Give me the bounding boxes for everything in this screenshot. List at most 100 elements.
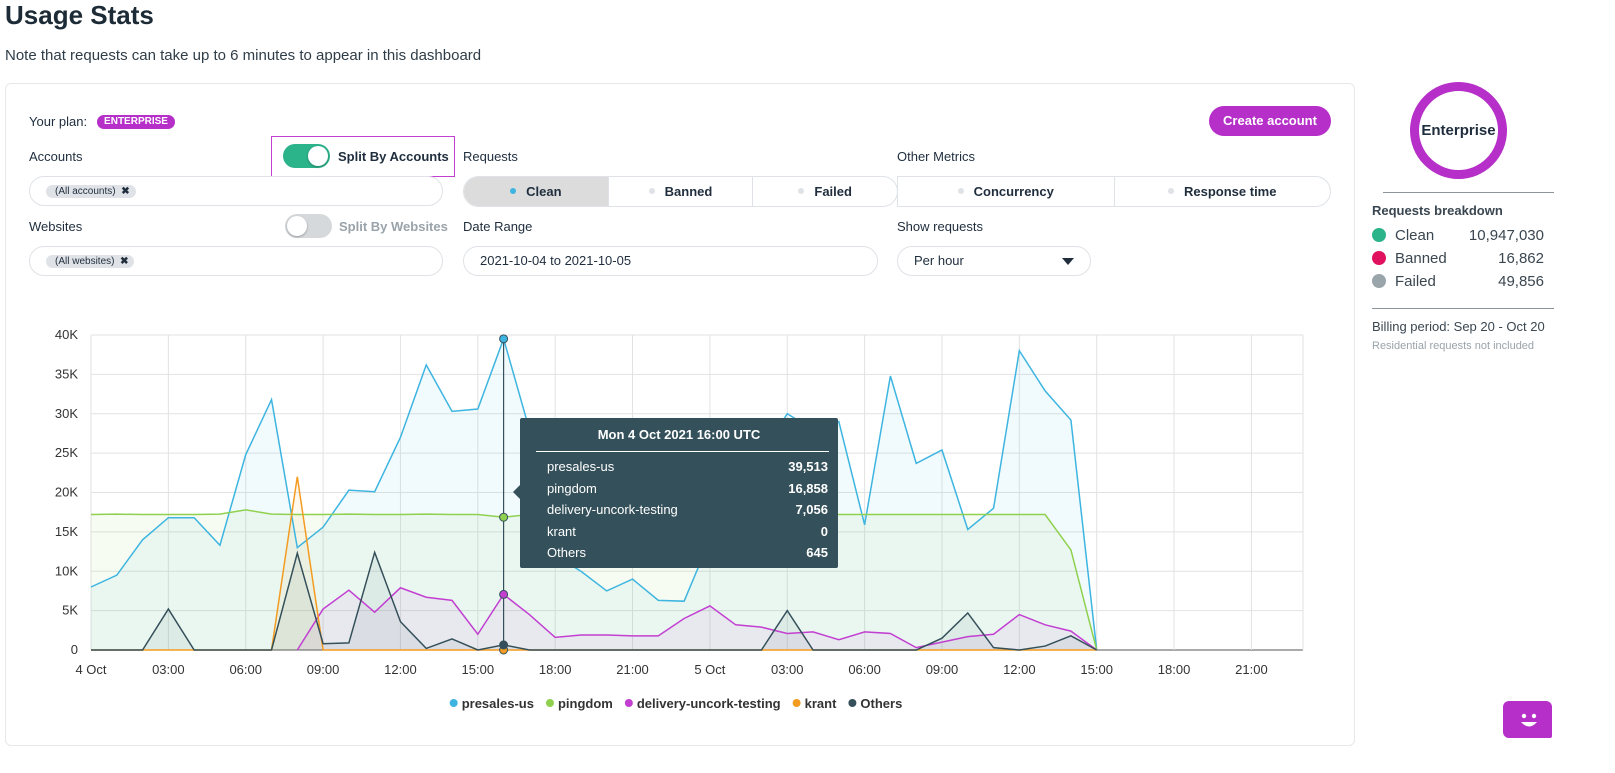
series-area (297, 587, 1097, 650)
tab[interactable]: Clean (464, 177, 608, 206)
accounts-chip[interactable]: (All accounts) ✖ (46, 185, 136, 198)
accounts-input[interactable]: (All accounts) ✖ (29, 176, 443, 206)
x-tick-label: 15:00 (462, 662, 495, 677)
y-tick-label: 40K (55, 327, 78, 342)
tab-text: Clean (526, 184, 562, 199)
breakdown-label: Clean (1395, 227, 1435, 244)
breakdown-label: Failed (1395, 273, 1436, 290)
legend-label: presales-us (462, 696, 534, 711)
legend-label: pingdom (558, 696, 613, 711)
breakdown-value: 10,947,030 (1468, 227, 1544, 244)
series-area (91, 338, 1097, 650)
tab[interactable]: Banned (607, 177, 753, 206)
requests-label: Requests (463, 149, 518, 164)
x-tick-label: 18:00 (1158, 662, 1191, 677)
show-requests-select[interactable]: Per hour (897, 246, 1091, 276)
legend-label: delivery-uncork-testing (637, 696, 781, 711)
y-tick-label: 30K (55, 406, 78, 421)
select-text: Per hour (914, 253, 964, 268)
breakdown-dot (1372, 228, 1386, 242)
x-tick-label: 15:00 (1080, 662, 1113, 677)
breakdown-label: Banned (1395, 250, 1447, 267)
breakdown-value: 49,856 (1498, 273, 1544, 290)
y-tick-label: 5K (62, 603, 78, 618)
hover-point (499, 640, 509, 650)
y-tick-label: 15K (55, 524, 78, 539)
x-tick-label: 4 Oct (75, 662, 106, 677)
other-metrics-label: Other Metrics (897, 149, 976, 164)
show-requests-label: Show requests (897, 219, 983, 234)
split-websites-label: Split By Websites (339, 219, 448, 234)
x-tick-label: 03:00 (152, 662, 185, 677)
series-area (91, 509, 1097, 650)
x-tick-label: 21:00 (1235, 662, 1268, 677)
x-tick-label: 5 Oct (694, 662, 725, 677)
split-websites-toggle[interactable] (285, 214, 332, 238)
tab[interactable]: Response time (1113, 177, 1331, 206)
y-tick-label: 0 (71, 642, 78, 657)
tooltip-title: Mon 4 Oct 2021 16:00 UTC (597, 427, 761, 442)
create-account-button[interactable]: Create account (1209, 106, 1331, 136)
y-tick-label: 25K (55, 445, 78, 460)
tooltip-name: Others (547, 545, 587, 560)
date-range-label: Date Range (463, 219, 533, 234)
legend-label: Others (860, 696, 902, 711)
footnote: Residential requests not included (1372, 340, 1535, 352)
chip-text: (All accounts) (55, 186, 116, 197)
legend: presales-us pingdom delivery-uncork-testin… (449, 696, 902, 711)
tab-text: Concurrency (973, 184, 1054, 199)
x-tick-label: 09:00 (307, 662, 340, 677)
billing-period: Billing period: Sep 20 - Oct 20 (1372, 319, 1545, 334)
breakdown-title: Requests breakdown (1372, 203, 1503, 218)
legend-marker (848, 699, 857, 707)
x-tick-label: 09:00 (926, 662, 959, 677)
separator (1372, 308, 1554, 309)
tooltip-name: pingdom (547, 481, 597, 496)
tooltip: Mon 4 Oct 2021 16:00 UTC presales-us 39,… (513, 418, 838, 568)
date-range-input[interactable]: 2021-10-04 to 2021-10-05 (463, 246, 878, 276)
separator (1383, 192, 1554, 193)
tab-text: Failed (814, 184, 852, 199)
hover-point (499, 334, 509, 344)
split-accounts-label: Split By Accounts (338, 149, 449, 164)
tab[interactable]: Failed (752, 177, 897, 206)
x-tick-label: 21:00 (616, 662, 649, 677)
breakdown-value: 16,862 (1498, 250, 1544, 267)
websites-label: Websites (29, 219, 83, 234)
page-title: Usage Stats (5, 0, 154, 30)
tooltip-value: 39,513 (788, 459, 828, 474)
plan-name: Enterprise (1421, 122, 1496, 139)
series-line (296, 586, 1098, 651)
plan-badge: ENTERPRISE (97, 115, 175, 129)
breakdown-dot (1372, 251, 1386, 265)
tooltip-name: krant (547, 524, 576, 539)
series-area (91, 476, 1097, 650)
x-tick-label: 06:00 (229, 662, 262, 677)
websites-input[interactable]: (All websites) ✖ (29, 246, 443, 276)
x-tick-label: 12:00 (1003, 662, 1036, 677)
x-tick-label: 06:00 (848, 662, 881, 677)
split-accounts-toggle[interactable] (283, 144, 330, 168)
date-range-text: 2021-10-04 to 2021-10-05 (480, 253, 632, 268)
x-tick-label: 12:00 (384, 662, 417, 677)
tab[interactable]: Concurrency (897, 177, 1114, 206)
tooltip-value: 16,858 (788, 481, 828, 496)
request-tabs: Clean Banned Failed (463, 176, 898, 207)
metric-tabs: Concurrency Response time (897, 176, 1331, 207)
websites-chip[interactable]: (All websites) ✖ (46, 255, 135, 268)
tooltip-value: 7,056 (795, 502, 828, 517)
legend-marker (545, 699, 554, 707)
tab-text: Banned (664, 184, 713, 199)
plan-label: Your plan: (29, 114, 88, 129)
y-tick-label: 20K (55, 485, 78, 500)
tooltip-value: 0 (820, 524, 828, 539)
chat-widget[interactable] (1503, 701, 1552, 738)
hover-point (499, 512, 509, 522)
tooltip-name: presales-us (547, 459, 615, 474)
hover-point (499, 589, 509, 599)
series-line (90, 336, 1098, 651)
y-tick-label: 35K (55, 366, 78, 381)
chip-text: (All websites) (55, 256, 115, 267)
breakdown-dot (1372, 274, 1386, 288)
